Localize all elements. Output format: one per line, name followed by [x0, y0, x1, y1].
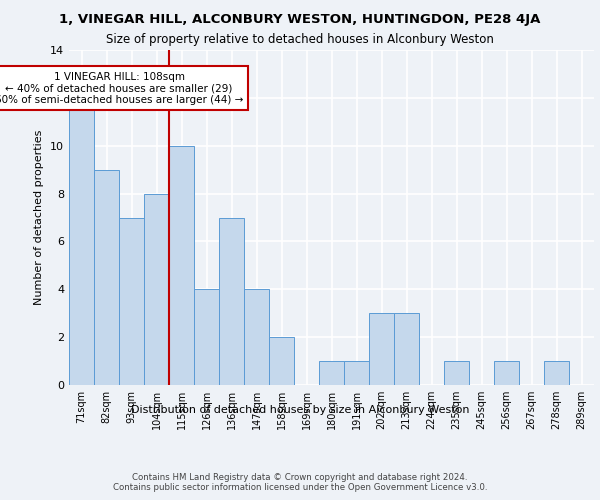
Bar	[94, 170, 119, 385]
Text: Contains HM Land Registry data © Crown copyright and database right 2024.
Contai: Contains HM Land Registry data © Crown c…	[113, 473, 487, 492]
Bar	[544, 361, 569, 385]
Bar	[69, 98, 94, 385]
Bar	[244, 290, 269, 385]
Bar	[194, 290, 219, 385]
Bar	[219, 218, 244, 385]
Bar	[119, 218, 144, 385]
Text: Distribution of detached houses by size in Alconbury Weston: Distribution of detached houses by size …	[131, 405, 469, 415]
Text: Size of property relative to detached houses in Alconbury Weston: Size of property relative to detached ho…	[106, 32, 494, 46]
Bar	[344, 361, 369, 385]
Y-axis label: Number of detached properties: Number of detached properties	[34, 130, 44, 305]
Text: 1 VINEGAR HILL: 108sqm
← 40% of detached houses are smaller (29)
60% of semi-det: 1 VINEGAR HILL: 108sqm ← 40% of detached…	[0, 72, 243, 104]
Text: 1, VINEGAR HILL, ALCONBURY WESTON, HUNTINGDON, PE28 4JA: 1, VINEGAR HILL, ALCONBURY WESTON, HUNTI…	[59, 12, 541, 26]
Bar	[494, 361, 519, 385]
Bar	[444, 361, 469, 385]
Bar	[144, 194, 169, 385]
Bar	[319, 361, 344, 385]
Bar	[369, 313, 394, 385]
Bar	[394, 313, 419, 385]
Bar	[269, 337, 294, 385]
Bar	[169, 146, 194, 385]
